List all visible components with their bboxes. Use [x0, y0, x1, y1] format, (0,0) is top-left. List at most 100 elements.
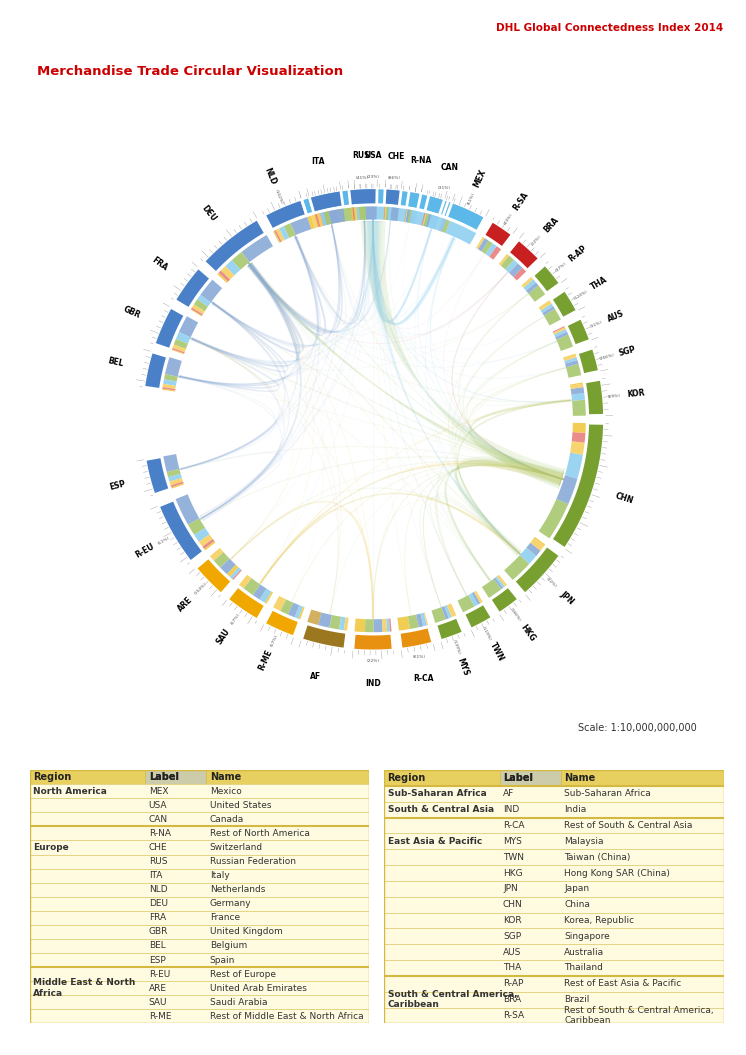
Text: NLD: NLD [263, 167, 278, 187]
Polygon shape [212, 263, 304, 353]
Polygon shape [192, 338, 193, 340]
Text: Europe: Europe [34, 843, 69, 852]
Polygon shape [260, 460, 563, 583]
Polygon shape [324, 211, 331, 225]
Bar [30, 826, 369, 841]
Text: R-EU: R-EU [134, 542, 156, 560]
Polygon shape [559, 472, 564, 486]
Text: CHE: CHE [387, 152, 404, 161]
Polygon shape [482, 579, 501, 598]
Polygon shape [553, 326, 565, 332]
Polygon shape [273, 231, 280, 243]
Polygon shape [491, 588, 518, 612]
Polygon shape [567, 319, 589, 345]
Polygon shape [307, 610, 322, 625]
Polygon shape [294, 236, 297, 238]
Polygon shape [180, 376, 181, 378]
Polygon shape [494, 577, 503, 589]
Text: (57%): (57%) [270, 634, 279, 648]
Text: R-ME: R-ME [148, 1012, 171, 1021]
Polygon shape [421, 213, 425, 226]
Polygon shape [552, 291, 576, 318]
Polygon shape [522, 277, 533, 288]
Bar [384, 992, 724, 1008]
Polygon shape [242, 235, 273, 263]
Polygon shape [248, 263, 251, 266]
Polygon shape [539, 301, 550, 308]
Polygon shape [408, 615, 419, 629]
Bar [384, 833, 724, 849]
Polygon shape [488, 578, 491, 580]
Text: DEU: DEU [148, 899, 168, 908]
Polygon shape [295, 236, 297, 238]
Polygon shape [231, 557, 233, 559]
Text: South & Central Asia: South & Central Asia [388, 805, 494, 814]
Text: Rest of North America: Rest of North America [210, 829, 310, 838]
Bar [384, 881, 724, 897]
Polygon shape [180, 376, 181, 378]
Polygon shape [260, 581, 262, 583]
Polygon shape [586, 380, 603, 416]
Text: TWN: TWN [503, 852, 524, 862]
Polygon shape [231, 500, 374, 617]
Polygon shape [495, 576, 505, 588]
Polygon shape [217, 273, 228, 283]
Polygon shape [447, 603, 455, 617]
Polygon shape [439, 218, 445, 231]
Polygon shape [192, 302, 289, 372]
Polygon shape [579, 348, 598, 375]
Polygon shape [366, 207, 377, 219]
Bar [30, 855, 369, 868]
Polygon shape [181, 467, 182, 471]
Polygon shape [315, 214, 320, 227]
Polygon shape [192, 338, 193, 341]
Text: CAN: CAN [441, 162, 459, 172]
Polygon shape [260, 493, 520, 583]
Text: (154%): (154%) [193, 582, 207, 596]
Polygon shape [368, 222, 520, 555]
Polygon shape [145, 352, 166, 389]
Polygon shape [517, 551, 521, 555]
Polygon shape [260, 581, 262, 583]
Polygon shape [248, 222, 366, 333]
Text: CHE: CHE [148, 843, 167, 852]
Bar [384, 976, 724, 992]
Polygon shape [248, 263, 252, 267]
Polygon shape [239, 575, 251, 589]
Text: (22%): (22%) [545, 577, 557, 589]
Bar [500, 770, 561, 786]
Text: BRA: BRA [503, 995, 521, 1004]
Polygon shape [410, 210, 417, 224]
Polygon shape [383, 207, 384, 219]
Polygon shape [476, 237, 483, 248]
Text: R-CA: R-CA [413, 674, 433, 683]
Polygon shape [165, 358, 182, 377]
Polygon shape [248, 263, 252, 267]
Polygon shape [192, 304, 205, 314]
Polygon shape [310, 191, 343, 212]
Polygon shape [560, 474, 563, 484]
Bar [30, 841, 369, 855]
Polygon shape [160, 500, 203, 561]
Text: Australia: Australia [564, 947, 604, 957]
Polygon shape [354, 618, 366, 632]
Polygon shape [253, 584, 266, 599]
Text: KOR: KOR [626, 388, 645, 400]
Polygon shape [364, 222, 456, 325]
Polygon shape [228, 588, 265, 618]
Text: Name: Name [564, 773, 595, 783]
Text: RUS: RUS [148, 857, 167, 866]
Text: Korea, Republic: Korea, Republic [564, 916, 634, 925]
Text: FRA: FRA [150, 255, 169, 273]
Polygon shape [163, 387, 175, 390]
Text: HKG: HKG [503, 868, 523, 878]
Text: CHN: CHN [614, 492, 635, 505]
Text: R-SA: R-SA [503, 1011, 524, 1020]
Polygon shape [557, 475, 577, 504]
Polygon shape [248, 263, 252, 266]
Polygon shape [248, 226, 343, 333]
Polygon shape [384, 207, 386, 219]
Polygon shape [190, 309, 202, 316]
Polygon shape [560, 473, 564, 485]
Polygon shape [477, 237, 485, 249]
